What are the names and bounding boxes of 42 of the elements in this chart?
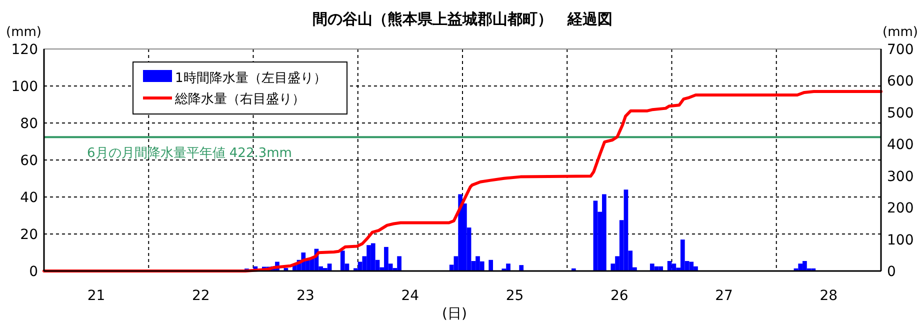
y-tick-label: 80	[20, 116, 38, 132]
bar	[689, 262, 694, 271]
bar	[593, 200, 598, 271]
bar	[650, 264, 654, 271]
x-tick-label: 23	[296, 288, 314, 304]
y-tick-label: 0	[29, 264, 38, 280]
x-tick-label: 26	[610, 288, 628, 304]
y-tick-label: 120	[11, 42, 38, 58]
y-tick-label: 60	[20, 153, 38, 169]
x-tick-label: 22	[192, 288, 210, 304]
bar	[798, 264, 803, 271]
x-tick-label: 21	[87, 288, 106, 304]
legend-label: 1時間降水量（左目盛り）	[175, 71, 326, 86]
x-tick-label: 28	[820, 288, 838, 304]
ref-line-label: 6月の月間降水量平年値 422.3mm	[87, 146, 292, 162]
x-tick-label: 27	[715, 288, 733, 304]
y2-tick-label: 100	[887, 232, 914, 248]
legend-label: 総降水量（右目盛り）	[174, 92, 305, 107]
bar	[667, 261, 672, 271]
bar	[488, 260, 494, 271]
y2-axis-title: (mm)	[882, 25, 918, 40]
y2-tick-label: 300	[887, 168, 914, 185]
y-tick-label: 20	[20, 227, 38, 243]
bar	[397, 256, 402, 271]
y2-tick-label: 400	[887, 137, 914, 154]
bar	[519, 265, 524, 271]
y-tick-label: 100	[11, 79, 38, 95]
bar	[340, 250, 345, 271]
x-tick-label: 25	[506, 288, 524, 304]
x-axis-title: (日)	[442, 306, 467, 322]
y-tick-label: 40	[20, 190, 38, 206]
x-tick-label: 24	[401, 288, 420, 304]
bar	[370, 243, 376, 271]
y2-tick-label: 700	[887, 42, 914, 58]
bar	[624, 190, 628, 271]
y2-tick-label: 600	[887, 74, 914, 90]
y-axis-title: (mm)	[6, 25, 42, 40]
y2-tick-label: 0	[887, 264, 896, 280]
y2-tick-label: 200	[887, 200, 914, 217]
y2-tick-label: 500	[887, 105, 914, 122]
bar	[680, 240, 685, 271]
chart-title: 間の谷山（熊本県上益城郡山都町） 経過図	[312, 10, 612, 28]
